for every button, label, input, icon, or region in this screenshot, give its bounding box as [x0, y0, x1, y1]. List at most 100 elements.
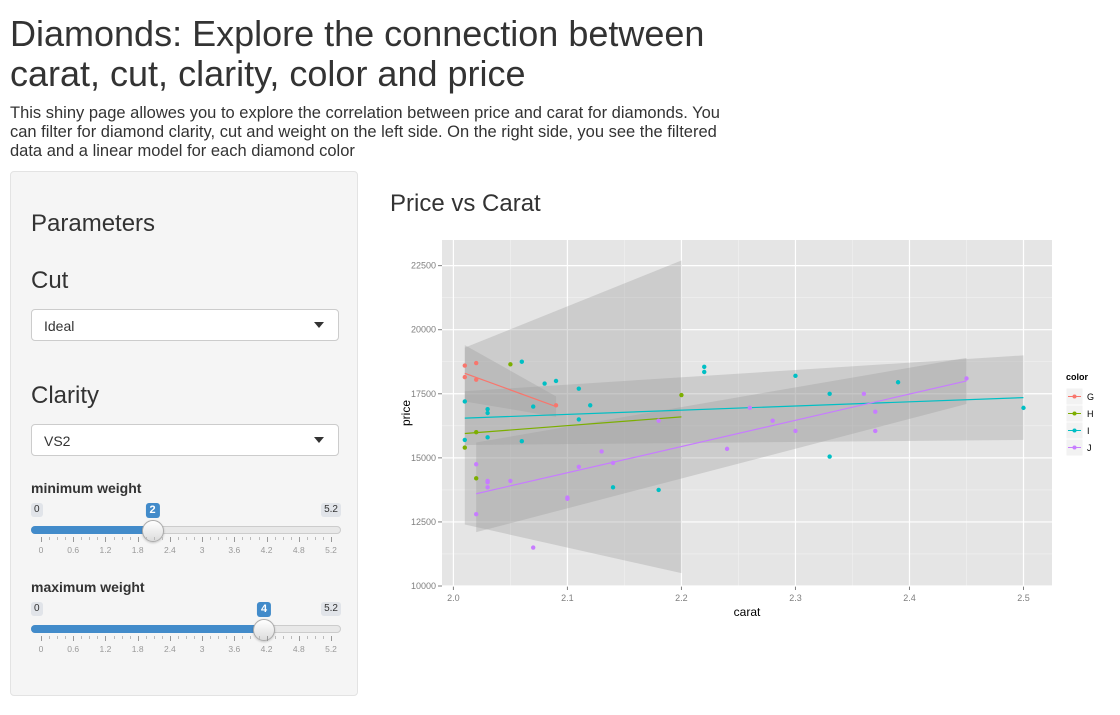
minimum-weight-slider[interactable]: 0 5.2 2 0 0.6 1.2 1.8 2.4 3 3.6 4.2 4.8 5.2	[31, 503, 341, 563]
slider-ticks: 0 0.6 1.2 1.8 2.4 3 3.6 4.2 4.8 5.2	[31, 636, 341, 662]
slider-minor-tick	[145, 537, 147, 540]
slider-minor-tick	[282, 537, 284, 540]
data-point-G	[462, 374, 468, 380]
slider-minor-tick	[322, 636, 324, 639]
slider-tick	[105, 636, 107, 641]
slider-minor-tick	[177, 537, 179, 540]
data-point-I	[827, 454, 832, 459]
slider-minor-tick	[81, 636, 83, 639]
data-point-J	[485, 480, 490, 485]
fit-line-I	[464, 397, 1024, 419]
maximum-weight-slider[interactable]: 0 5.2 4 0 0.6 1.2 1.8 2.4 3 3.6 4.2 4.8 5.2	[31, 602, 341, 662]
data-point-I	[702, 364, 707, 370]
data-point-I	[462, 399, 468, 404]
slider-tick	[202, 636, 204, 641]
fit-line-J	[476, 380, 967, 495]
slider-minor-tick	[161, 537, 163, 540]
slider-minor-tick	[226, 636, 228, 639]
data-point-H	[474, 476, 479, 481]
slider-minor-tick	[218, 636, 220, 639]
data-point-J	[724, 446, 730, 452]
slider-tick-label: 3.6	[228, 545, 241, 555]
page-description: This shiny page allowes you to explore t…	[10, 104, 720, 160]
chevron-down-icon	[314, 322, 324, 328]
slider-minor-tick	[282, 636, 284, 639]
slider-minor-tick	[145, 636, 147, 639]
slider-handle[interactable]	[253, 619, 276, 641]
slider-minor-tick	[81, 537, 83, 540]
slider-minor-tick	[226, 537, 228, 540]
slider-tick	[234, 537, 236, 542]
slider-ticks: 0 0.6 1.2 1.8 2.4 3 3.6 4.2 4.8 5.2	[31, 537, 341, 563]
slider-tick-label: 1.8	[131, 644, 144, 654]
x-tick-label: 2.3	[789, 593, 802, 603]
cut-select[interactable]: Ideal	[31, 309, 339, 341]
slider-minor-tick	[274, 537, 276, 540]
data-point-J	[610, 460, 616, 466]
chevron-down-icon	[314, 437, 324, 443]
data-point-I	[542, 381, 547, 386]
slider-tick	[137, 636, 139, 641]
slider-minor-tick	[186, 537, 187, 540]
clarity-select[interactable]: VS2	[31, 424, 339, 456]
slider-value-label: 2	[145, 503, 160, 518]
cut-select-value: Ideal	[44, 318, 75, 334]
slider-max-label: 5.2	[321, 503, 341, 517]
page-title: Diamonds: Explore the connection between…	[10, 13, 705, 94]
data-point-G	[474, 360, 479, 366]
slider-minor-tick	[129, 537, 131, 540]
data-point-G	[553, 403, 559, 408]
slider-minor-tick	[314, 537, 316, 540]
slider-minor-tick	[153, 636, 155, 639]
y-tick-label: 20000	[411, 325, 436, 335]
y-tick-label: 10000	[411, 581, 436, 591]
data-point-H	[462, 445, 468, 450]
slider-minor-tick	[250, 537, 252, 540]
slider-tick	[73, 537, 75, 542]
data-point-J	[873, 428, 878, 434]
fit-line-G	[464, 372, 557, 408]
slider-tick-label: 3	[199, 644, 205, 654]
slider-tick-label: 4.8	[292, 545, 305, 555]
slider-minor-tick	[129, 636, 131, 639]
data-point-I	[827, 391, 832, 396]
slider-minor-tick	[210, 636, 212, 639]
slider-tick-label: 1.2	[99, 545, 112, 555]
legend-label-I: I	[1087, 426, 1090, 436]
slider-minor-tick	[274, 636, 276, 639]
slider-minor-tick	[242, 636, 244, 639]
slider-minor-tick	[57, 636, 59, 639]
slider-minor-tick	[161, 636, 163, 639]
plot-title: Price vs Carat	[390, 190, 541, 217]
clarity-select-value: VS2	[44, 433, 71, 449]
data-point-I	[702, 369, 707, 375]
legend-label-J: J	[1087, 443, 1092, 453]
slider-handle[interactable]	[141, 520, 164, 542]
slider-tick	[105, 537, 107, 542]
maximum-weight-label: maximum weight	[31, 579, 145, 595]
minimum-weight-label: minimum weight	[31, 480, 142, 496]
data-point-H	[508, 362, 513, 367]
slider-tick	[234, 636, 236, 641]
slider-tick	[169, 537, 171, 542]
data-point-I	[553, 378, 559, 384]
slider-tick-label: 0.6	[67, 644, 80, 654]
slider-tick-label: 2.4	[163, 644, 176, 654]
x-tick-label: 2.0	[447, 593, 460, 603]
y-tick-label: 22500	[411, 261, 436, 271]
data-point-J	[964, 376, 969, 381]
slider-minor-tick	[210, 537, 212, 540]
legend-label-H: H	[1087, 409, 1094, 419]
slider-minor-tick	[97, 636, 99, 639]
slider-minor-tick	[153, 537, 155, 540]
slider-tick	[73, 636, 75, 641]
slider-tick-label: 5.2	[325, 545, 337, 555]
slider-minor-tick	[322, 537, 324, 540]
data-point-H	[679, 392, 684, 398]
slider-minor-tick	[65, 636, 67, 639]
data-point-J	[474, 512, 479, 517]
legend-point-G	[1072, 394, 1077, 399]
parameters-heading: Parameters	[31, 210, 156, 237]
data-point-G	[462, 363, 468, 368]
slider-minor-tick	[290, 537, 292, 540]
